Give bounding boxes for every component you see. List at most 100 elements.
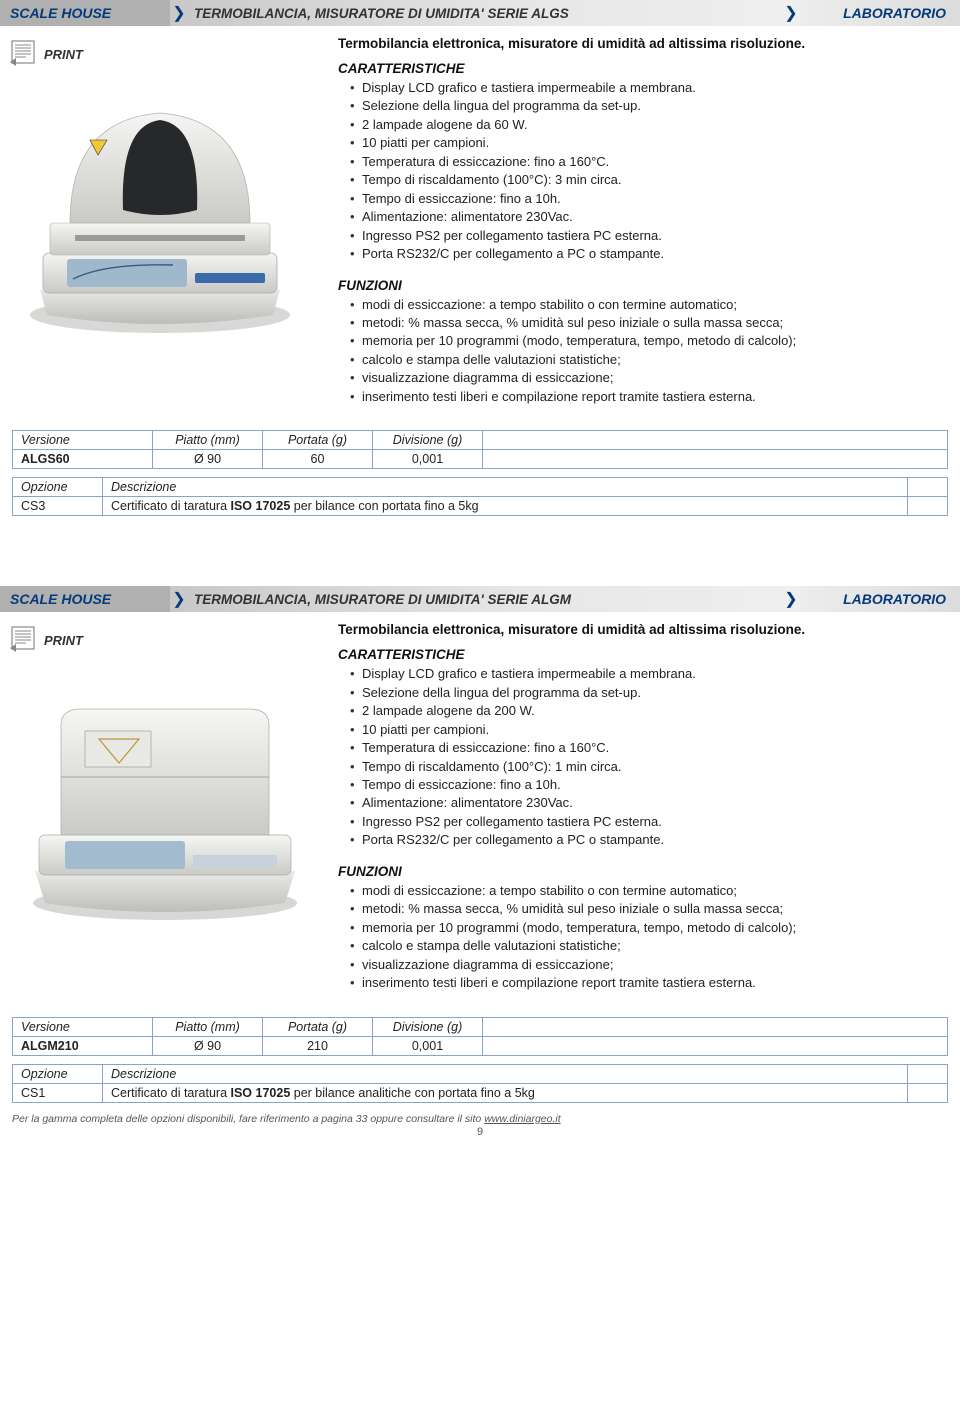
list-item: calcolo e stampa delle valutazioni stati… [350, 351, 948, 369]
product-image [10, 663, 310, 933]
chevron-icon: ❯ [170, 0, 188, 26]
category-label: LABORATORIO [800, 586, 960, 612]
receipt-icon [10, 40, 38, 69]
table-header: Descrizione [103, 1064, 908, 1083]
table-row: CS1 Certificato di taratura ISO 17025 pe… [13, 1083, 948, 1102]
print-badge: PRINT [10, 622, 320, 663]
list-item: metodi: % massa secca, % umidità sul pes… [350, 900, 948, 918]
list-item: Temperatura di essiccazione: fino a 160°… [350, 739, 948, 757]
version-table: Versione Piatto (mm) Portata (g) Divisio… [12, 430, 948, 469]
table-header: Versione [13, 431, 153, 450]
desc-prefix: Certificato di taratura [111, 1086, 231, 1100]
list-item: Selezione della lingua del programma da … [350, 97, 948, 115]
chevron-icon: ❯ [782, 0, 800, 26]
desc-bold: ISO 17025 [231, 1086, 291, 1100]
list-item: 2 lampade alogene da 60 W. [350, 116, 948, 134]
desc-suffix: per bilance analitiche con portata fino … [290, 1086, 535, 1100]
desc-prefix: Certificato di taratura [111, 499, 231, 513]
table-header: Descrizione [103, 478, 908, 497]
list-item: Alimentazione: alimentatore 230Vac. [350, 794, 948, 812]
list-item: visualizzazione diagramma di essiccazion… [350, 956, 948, 974]
table-header-empty [483, 431, 948, 450]
table-header-row: Opzione Descrizione [13, 1064, 948, 1083]
receipt-icon [10, 626, 38, 655]
table-header: Portata (g) [263, 431, 373, 450]
table-header-row: Versione Piatto (mm) Portata (g) Divisio… [13, 431, 948, 450]
print-badge: PRINT [10, 36, 320, 77]
table-cell: 0,001 [373, 1036, 483, 1055]
product-subtitle: Termobilancia elettronica, misuratore di… [338, 36, 948, 51]
table-header-empty [908, 478, 948, 497]
list-item: inserimento testi liberi e compilazione … [350, 388, 948, 406]
table-header-empty [908, 1064, 948, 1083]
option-table: Opzione Descrizione CS1 Certificato di t… [12, 1064, 948, 1103]
list-item: Tempo di essiccazione: fino a 10h. [350, 776, 948, 794]
list-item: modi di essiccazione: a tempo stabilito … [350, 296, 948, 314]
print-label: PRINT [44, 47, 83, 62]
product-block-algs: SCALE HOUSE ❯ TERMOBILANCIA, MISURATORE … [0, 0, 960, 516]
list-item: metodi: % massa secca, % umidità sul pes… [350, 314, 948, 332]
list-item: calcolo e stampa delle valutazioni stati… [350, 937, 948, 955]
chevron-icon: ❯ [170, 586, 188, 612]
list-item: Tempo di essiccazione: fino a 10h. [350, 190, 948, 208]
list-item: 10 piatti per campioni. [350, 134, 948, 152]
list-item: Porta RS232/C per collegamento a PC o st… [350, 831, 948, 849]
funzioni-heading: FUNZIONI [338, 864, 948, 879]
header-title: TERMOBILANCIA, MISURATORE DI UMIDITA' SE… [188, 586, 782, 612]
chevron-icon: ❯ [782, 586, 800, 612]
list-item: memoria per 10 programmi (modo, temperat… [350, 919, 948, 937]
page-number: 9 [0, 1125, 960, 1138]
header-title: TERMOBILANCIA, MISURATORE DI UMIDITA' SE… [188, 0, 782, 26]
table-cell-empty [908, 497, 948, 516]
desc-bold: ISO 17025 [231, 499, 291, 513]
header-bar: SCALE HOUSE ❯ TERMOBILANCIA, MISURATORE … [0, 586, 960, 612]
table-row: ALGS60 Ø 90 60 0,001 [13, 450, 948, 469]
product-subtitle: Termobilancia elettronica, misuratore di… [338, 622, 948, 637]
table-cell: 60 [263, 450, 373, 469]
list-item: Temperatura di essiccazione: fino a 160°… [350, 153, 948, 171]
list-item: visualizzazione diagramma di essiccazion… [350, 369, 948, 387]
list-item: Display LCD grafico e tastiera impermeab… [350, 79, 948, 97]
footer-note: Per la gamma completa delle opzioni disp… [0, 1111, 960, 1125]
table-cell: Certificato di taratura ISO 17025 per bi… [103, 497, 908, 516]
footer-link[interactable]: www.diniargeo.it [484, 1113, 560, 1125]
table-cell: ALGM210 [13, 1036, 153, 1055]
caratteristiche-list: Display LCD grafico e tastiera impermeab… [338, 79, 948, 264]
table-cell: 210 [263, 1036, 373, 1055]
table-row: CS3 Certificato di taratura ISO 17025 pe… [13, 497, 948, 516]
table-cell-empty [908, 1083, 948, 1102]
list-item: memoria per 10 programmi (modo, temperat… [350, 332, 948, 350]
table-header: Opzione [13, 1064, 103, 1083]
category-label: LABORATORIO [800, 0, 960, 26]
table-row: ALGM210 Ø 90 210 0,001 [13, 1036, 948, 1055]
list-item: Display LCD grafico e tastiera impermeab… [350, 665, 948, 683]
table-header: Opzione [13, 478, 103, 497]
table-header-row: Opzione Descrizione [13, 478, 948, 497]
caratteristiche-list: Display LCD grafico e tastiera impermeab… [338, 665, 948, 850]
table-header: Divisione (g) [373, 431, 483, 450]
table-cell: 0,001 [373, 450, 483, 469]
list-item: Ingresso PS2 per collegamento tastiera P… [350, 813, 948, 831]
table-header: Portata (g) [263, 1017, 373, 1036]
funzioni-list: modi di essiccazione: a tempo stabilito … [338, 882, 948, 993]
option-table: Opzione Descrizione CS3 Certificato di t… [12, 477, 948, 516]
list-item: 10 piatti per campioni. [350, 721, 948, 739]
table-header: Piatto (mm) [153, 1017, 263, 1036]
list-item: Ingresso PS2 per collegamento tastiera P… [350, 227, 948, 245]
caratteristiche-heading: CARATTERISTICHE [338, 61, 948, 76]
table-cell-empty [483, 1036, 948, 1055]
table-cell-empty [483, 450, 948, 469]
list-item: modi di essiccazione: a tempo stabilito … [350, 882, 948, 900]
print-label: PRINT [44, 633, 83, 648]
product-image [10, 77, 310, 347]
table-cell: CS3 [13, 497, 103, 516]
table-cell: CS1 [13, 1083, 103, 1102]
table-cell: Ø 90 [153, 450, 263, 469]
list-item: Tempo di riscaldamento (100°C): 3 min ci… [350, 171, 948, 189]
brand-label: SCALE HOUSE [0, 586, 170, 612]
list-item: Alimentazione: alimentatore 230Vac. [350, 208, 948, 226]
table-header-row: Versione Piatto (mm) Portata (g) Divisio… [13, 1017, 948, 1036]
desc-suffix: per bilance con portata fino a 5kg [290, 499, 478, 513]
header-bar: SCALE HOUSE ❯ TERMOBILANCIA, MISURATORE … [0, 0, 960, 26]
funzioni-list: modi di essiccazione: a tempo stabilito … [338, 296, 948, 407]
